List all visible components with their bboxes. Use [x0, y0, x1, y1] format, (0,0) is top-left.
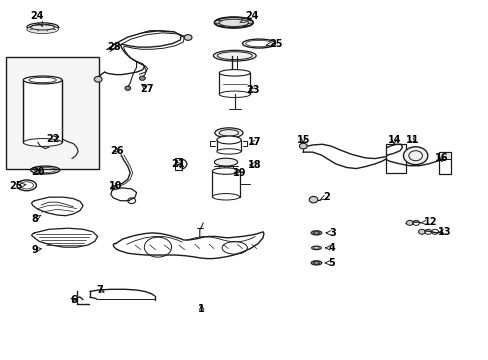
- Bar: [23, 80, 62, 143]
- Circle shape: [124, 86, 130, 90]
- Circle shape: [308, 197, 317, 203]
- Text: 12: 12: [420, 217, 436, 227]
- Circle shape: [299, 143, 306, 149]
- Ellipse shape: [216, 149, 241, 154]
- Text: 28: 28: [107, 42, 121, 52]
- Circle shape: [313, 231, 318, 235]
- Text: 21: 21: [171, 159, 184, 169]
- Circle shape: [184, 35, 192, 40]
- Bar: [6, 57, 99, 169]
- Ellipse shape: [219, 69, 250, 76]
- Text: 17: 17: [247, 138, 261, 148]
- Bar: [212, 171, 239, 197]
- Ellipse shape: [310, 261, 321, 265]
- Text: 15: 15: [296, 135, 309, 145]
- Ellipse shape: [212, 194, 239, 200]
- Text: 20: 20: [32, 167, 45, 177]
- Ellipse shape: [23, 76, 62, 84]
- Text: 5: 5: [325, 258, 335, 268]
- Bar: [175, 158, 182, 170]
- Circle shape: [139, 76, 145, 80]
- Ellipse shape: [310, 231, 321, 235]
- Text: 22: 22: [46, 134, 60, 144]
- Text: 14: 14: [386, 135, 400, 145]
- Ellipse shape: [214, 128, 243, 138]
- Text: 25: 25: [265, 39, 282, 49]
- Ellipse shape: [216, 136, 241, 144]
- Text: 10: 10: [109, 181, 122, 192]
- Text: 16: 16: [434, 153, 447, 163]
- Text: 24: 24: [31, 12, 44, 27]
- Ellipse shape: [213, 50, 256, 61]
- Circle shape: [94, 76, 102, 82]
- Text: 2: 2: [319, 192, 329, 202]
- Text: 1: 1: [198, 303, 204, 314]
- Text: 18: 18: [247, 160, 261, 170]
- Text: 8: 8: [31, 214, 41, 224]
- Text: 13: 13: [437, 227, 450, 237]
- Bar: [219, 73, 250, 94]
- Ellipse shape: [27, 25, 59, 33]
- Text: 19: 19: [232, 168, 246, 178]
- Circle shape: [403, 147, 427, 165]
- Text: 6: 6: [70, 295, 77, 305]
- Circle shape: [418, 229, 425, 234]
- Ellipse shape: [212, 168, 239, 174]
- Circle shape: [406, 220, 412, 225]
- Circle shape: [313, 261, 318, 265]
- Text: 23: 23: [246, 85, 260, 95]
- Text: 7: 7: [97, 285, 104, 295]
- Ellipse shape: [219, 91, 250, 98]
- Text: 26: 26: [110, 146, 123, 156]
- Text: 3: 3: [325, 228, 336, 238]
- Text: 27: 27: [140, 84, 154, 94]
- Bar: [438, 152, 450, 159]
- Text: 9: 9: [31, 245, 41, 255]
- Text: 24: 24: [239, 12, 258, 23]
- Text: 4: 4: [325, 243, 335, 253]
- Bar: [386, 144, 405, 173]
- Text: 25: 25: [9, 181, 26, 192]
- Ellipse shape: [214, 158, 237, 166]
- Ellipse shape: [23, 139, 62, 147]
- Bar: [438, 152, 450, 174]
- Text: 11: 11: [405, 135, 418, 145]
- Ellipse shape: [214, 18, 253, 28]
